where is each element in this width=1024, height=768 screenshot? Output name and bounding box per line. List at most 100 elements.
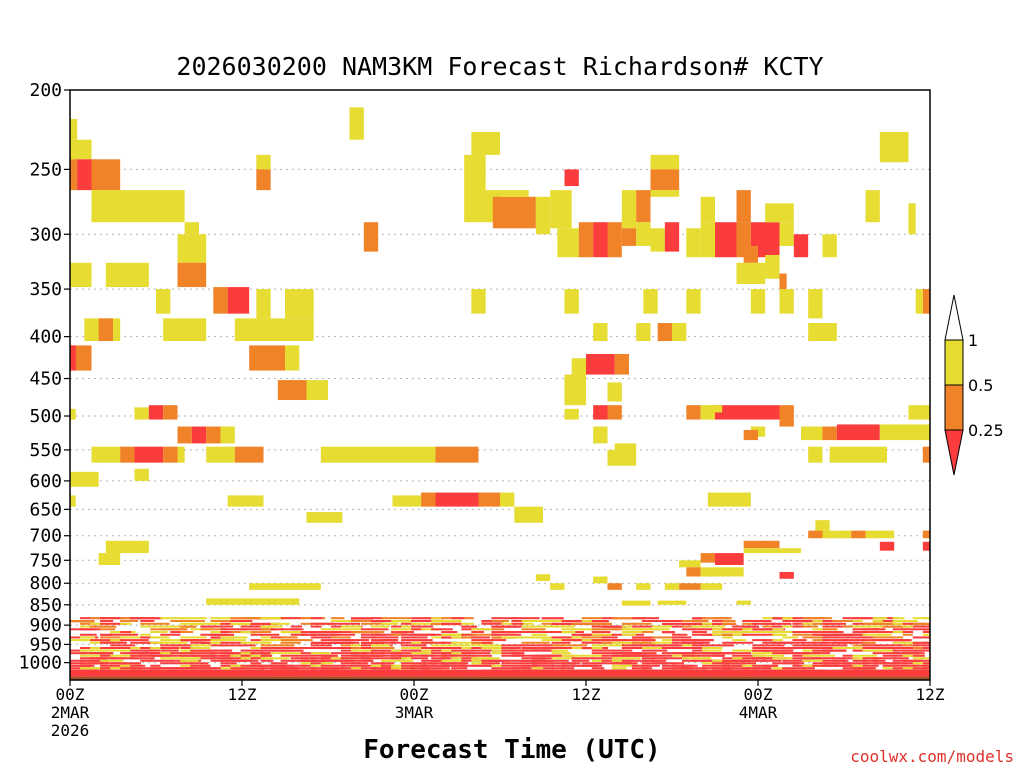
heatmap-cell [879,424,930,441]
heatmap-cell [779,273,787,290]
bl-streak [862,649,895,652]
bl-streak [140,649,160,652]
bl-streak [822,636,833,639]
bl-streak [80,664,95,667]
bl-streak [591,631,611,634]
bl-streak [862,636,874,639]
bl-streak [561,619,592,623]
bl-streak [922,633,930,636]
bl-streak [752,639,767,642]
bl-streak [631,667,649,670]
bl-streak [461,657,479,660]
bl-streak [531,667,544,670]
bl-streak [922,617,930,620]
bl-streak [882,654,913,657]
heatmap-cell [922,446,930,463]
heatmap-cell [657,600,687,605]
bl-streak [912,654,925,657]
bl-streak [260,628,276,631]
bl-streak [722,652,752,655]
bl-streak [210,633,235,636]
bl-streak [150,636,170,639]
bl-streak [571,657,596,660]
bl-streak [551,664,567,667]
bl-streak [411,664,429,667]
bl-streak [702,644,714,647]
bl-streak [882,647,896,650]
bl-streak [792,652,810,655]
bl-streak [401,636,428,639]
heatmap-cell [822,426,837,441]
bl-streak [702,625,726,628]
bl-streak [300,657,316,660]
bl-streak [320,664,345,667]
bl-streak [140,617,157,620]
bl-streak [230,619,245,622]
bl-streak [140,619,155,622]
bl-streak [922,647,930,650]
bl-streak [310,636,336,639]
bl-streak [672,664,685,667]
heatmap-cell [715,405,780,420]
bl-streak [431,644,443,647]
bl-streak [371,636,399,639]
legend-label: 1 [968,331,978,350]
bl-streak [501,625,534,628]
bl-streak [822,662,840,665]
bl-streak [812,619,823,622]
bl-streak [100,659,124,662]
heatmap-cell [98,318,113,342]
bl-streak [280,641,301,644]
bl-streak [611,654,631,657]
bl-streak [902,662,920,665]
bl-streak [210,667,222,670]
bl-streak [160,662,193,665]
bl-streak [250,652,271,655]
bl-streak [491,652,505,655]
bl-streak [752,644,764,647]
heatmap-cell [535,196,551,235]
heatmap-cell [105,262,149,288]
bl-streak [100,619,114,622]
heatmap-cell [184,222,199,235]
bl-streak [290,628,304,631]
bl-streak [762,625,780,628]
heatmap-cell [557,228,579,258]
bl-streak [120,647,133,650]
x-tick-label: 00Z [56,685,85,704]
bl-streak [451,652,470,655]
bl-streak [441,641,456,644]
credit-link[interactable]: coolwx.com/models [850,747,1014,766]
bl-streak [100,662,121,665]
bl-streak [882,667,900,670]
bl-base-band [70,669,930,677]
bl-streak [320,667,346,670]
bl-streak [250,633,262,636]
bl-streak [722,667,751,670]
bl-streak [692,625,706,628]
bl-streak [661,657,688,660]
heatmap-cell [686,567,701,577]
bl-streak [491,617,518,620]
bl-streak [451,654,475,657]
bl-streak [792,619,810,623]
bl-streak [641,631,654,634]
bl-streak [421,667,450,670]
bl-streak [320,628,336,631]
heatmap-cell [614,353,629,375]
heatmap-cell [743,540,780,549]
bl-streak [120,636,145,639]
bl-streak [170,631,185,634]
bl-streak [391,641,404,644]
heatmap-cell [707,405,723,413]
bl-streak [391,657,405,660]
bl-streak [772,639,784,642]
heatmap-cell [586,353,615,375]
bl-streak [651,619,674,622]
bl-streak [651,654,663,657]
bl-streak [591,633,616,636]
bl-streak [912,649,925,652]
bl-streak [491,667,522,670]
bl-streak [702,647,723,650]
bl-streak [521,625,543,628]
